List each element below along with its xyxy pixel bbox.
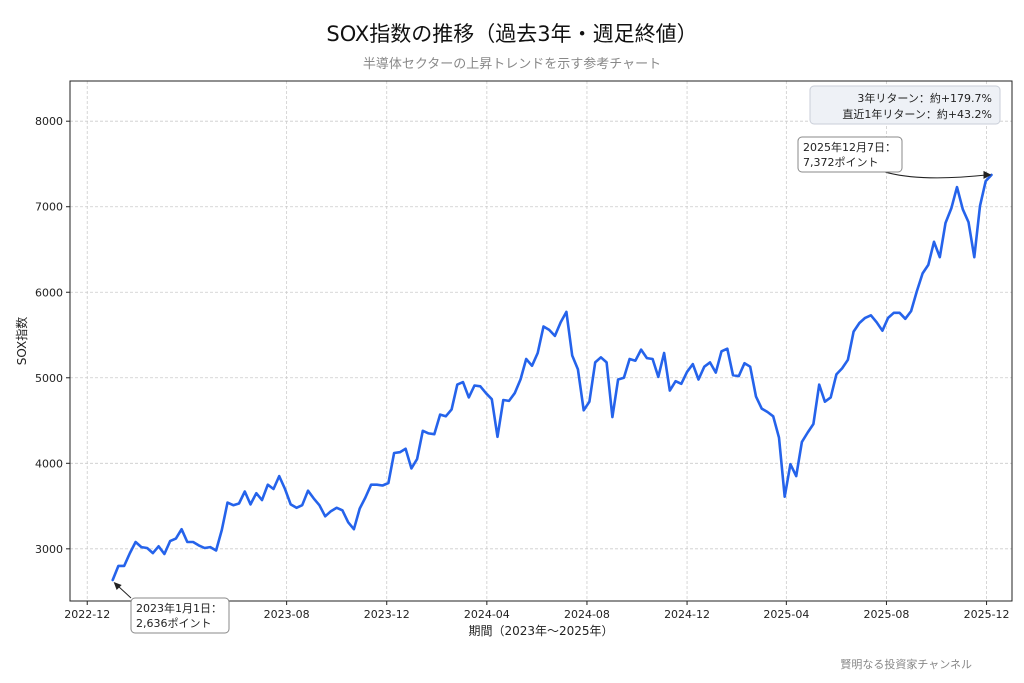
x-axis-label: 期間（2023年～2025年） [468,624,613,638]
plot-frame [69,80,1013,602]
annotation-start-box [130,597,230,634]
x-tick-label: 2022-12 [64,608,110,621]
stats-one-year-return: 直近1年リターン：約+43.2% [842,107,992,121]
stats-box: 3年リターン：約+179.7% 直近1年リターン：約+43.2% [809,85,1001,125]
y-tick-label: 8000 [35,115,63,128]
x-tick-label: 2024-08 [564,608,610,621]
x-axis-ticks: 2022-12 2023-08 2023-12 2024-04 2024-08 2024-… [64,601,1010,621]
x-tick-label: 2024-12 [664,608,710,621]
stats-box-background [809,85,1001,125]
x-tick-label: 2025-12 [964,608,1010,621]
annotation-start-value: 2,636ポイント [136,617,212,630]
annotation-start: 2023年1月1日： 2,636ポイント [113,581,230,634]
annotation-end-date: 2025年12月7日： [803,140,896,154]
y-axis-ticks: 3000 4000 5000 6000 7000 8000 [35,115,70,556]
grid-lines [70,81,1012,601]
axes [69,80,1013,602]
annotation-start-date: 2023年1月1日： [136,601,222,615]
annotation-end-value: 7,372ポイント [803,156,879,169]
y-tick-label: 6000 [35,286,63,299]
footer-credit: 賢明なる投資家チャンネル [840,658,972,671]
chart-title: SOX指数の推移（過去3年・週足終値） [326,22,698,46]
x-tick-label: 2025-04 [763,608,809,621]
annotation-end-arrow [884,171,988,179]
annotation-end-arrowhead [983,170,992,179]
x-tick-label: 2023-08 [264,608,310,621]
y-tick-label: 7000 [35,201,63,214]
x-tick-label: 2025-08 [863,608,909,621]
annotation-end: 2025年12月7日： 7,372ポイント [797,136,992,179]
annotation-start-arrowhead [113,581,122,590]
series-line-sox [111,173,993,582]
y-tick-label: 3000 [35,543,63,556]
stats-three-year-return: 3年リターン：約+179.7% [857,91,992,105]
annotation-end-box [797,136,903,173]
y-axis-label: SOX指数 [14,317,29,366]
chart-subtitle: 半導体セクターの上昇トレンドを示す参考チャート [362,57,662,72]
x-tick-label: 2023-12 [364,608,410,621]
y-tick-label: 4000 [35,457,63,470]
y-tick-label: 5000 [35,372,63,385]
x-tick-label: 2024-04 [464,608,510,621]
